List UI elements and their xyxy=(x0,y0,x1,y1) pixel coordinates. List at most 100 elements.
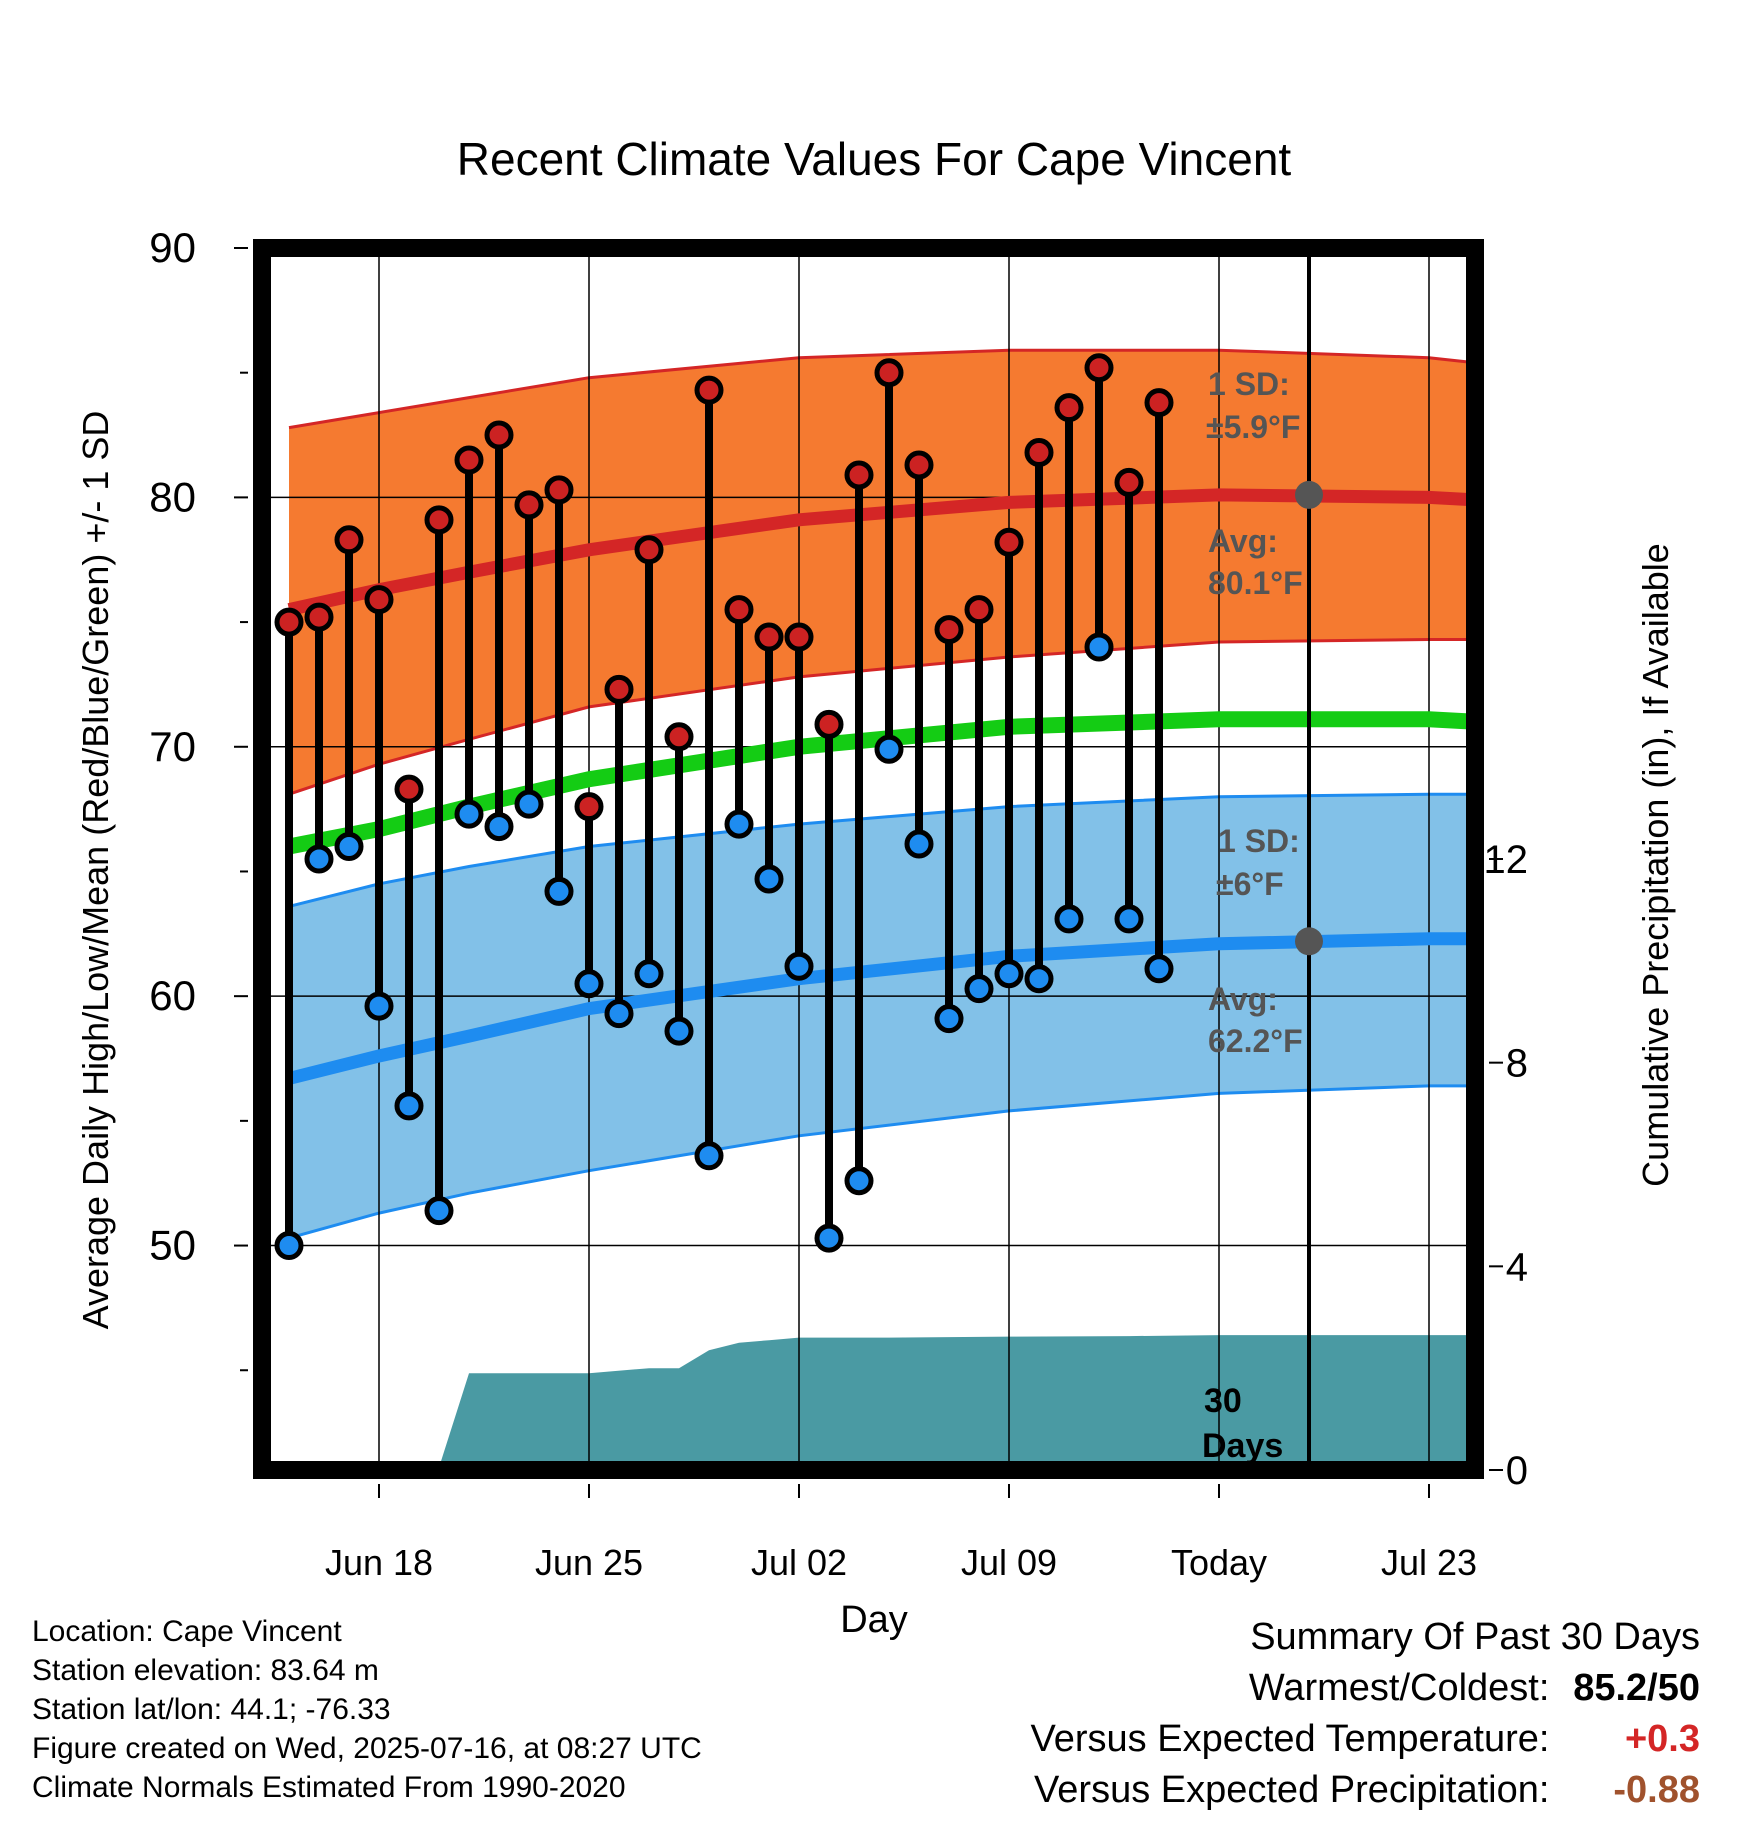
info-created: Figure created on Wed, 2025-07-16, at 08… xyxy=(32,1732,702,1765)
daily-low-point xyxy=(964,974,994,1004)
y-tick-label: 50 xyxy=(149,1222,196,1269)
annotations: 1 SD: ±5.9°F Avg: 80.1°F 1 SD: ±6°F Avg: 62.2°F… xyxy=(1202,366,1323,1465)
daily-high-point xyxy=(964,595,994,625)
info-normals: Climate Normals Estimated From 1990-2020 xyxy=(32,1771,626,1804)
daily-high-point xyxy=(664,722,694,752)
high-sd-value: ±5.9°F xyxy=(1206,409,1300,445)
x-tick-label: Today xyxy=(1171,1542,1267,1583)
daily-low-point xyxy=(634,959,664,989)
daily-low-point xyxy=(1084,632,1114,662)
daily-low-point xyxy=(874,734,904,764)
x-tick-label: Jun 25 xyxy=(535,1542,643,1583)
daily-high-point xyxy=(484,420,514,450)
daily-low-point xyxy=(724,809,754,839)
y2-tick-label: 12 xyxy=(1484,838,1529,882)
summary-panel: Summary Of Past 30 Days Warmest/Coldest:… xyxy=(1031,1612,1700,1816)
daily-range-bars xyxy=(274,353,1174,1261)
daily-high-point xyxy=(844,460,874,490)
high-sd-label: 1 SD: xyxy=(1208,366,1290,402)
daily-low-point xyxy=(754,864,784,894)
x-axis-title: Day xyxy=(840,1599,908,1641)
plot-frame xyxy=(253,239,1484,1479)
y-tick-label: 90 xyxy=(149,224,196,271)
daily-low-point xyxy=(814,1223,844,1253)
daily-low-point xyxy=(904,829,934,859)
daily-high-point xyxy=(994,527,1024,557)
daily-low-point xyxy=(994,959,1024,989)
y-tick-label: 80 xyxy=(149,473,196,520)
chart-title: Recent Climate Values For Cape Vincent xyxy=(457,133,1292,185)
summary-temp-row: Versus Expected Temperature: +0.3 xyxy=(1031,1714,1700,1765)
x-tick-label: Jul 02 xyxy=(751,1542,847,1583)
y2-tick-label: 8 xyxy=(1506,1042,1528,1086)
info-elevation: Station elevation: 83.64 m xyxy=(32,1654,379,1687)
daily-high-point xyxy=(634,535,664,565)
daily-high-point xyxy=(544,475,574,505)
y-axis-title: Average Daily High/Low/Mean (Red/Blue/Gr… xyxy=(75,411,116,1330)
daily-high-point xyxy=(394,774,424,804)
daily-low-point xyxy=(664,1016,694,1046)
daily-low-point xyxy=(454,799,484,829)
daily-high-point xyxy=(604,674,634,704)
daily-low-point xyxy=(514,789,544,819)
precip-area xyxy=(262,1335,1475,1470)
high-avg-value: 80.1°F xyxy=(1208,565,1303,601)
daily-high-point xyxy=(1054,393,1084,423)
daily-high-point xyxy=(304,602,334,632)
precip-label-days: Days xyxy=(1202,1427,1283,1465)
daily-high-point xyxy=(1084,353,1114,383)
low-sd-label: 1 SD: xyxy=(1218,823,1300,859)
y2-tick-label: 4 xyxy=(1506,1245,1528,1289)
y-tick-label: 60 xyxy=(149,972,196,1019)
precip-label-30: 30 xyxy=(1204,1382,1242,1420)
station-info: Location: Cape Vincent Station elevation… xyxy=(32,1612,702,1807)
daily-low-point xyxy=(844,1166,874,1196)
daily-low-point xyxy=(604,999,634,1029)
precip-cumulative-area xyxy=(262,1335,1475,1470)
low-sd-band xyxy=(289,794,1475,1239)
high-sd-band xyxy=(289,350,1475,795)
daily-low-point xyxy=(544,876,574,906)
daily-low-point xyxy=(694,1141,724,1171)
info-latlon: Station lat/lon: 44.1; -76.33 xyxy=(32,1693,391,1726)
low-avg-value: 62.2°F xyxy=(1208,1023,1303,1059)
daily-high-point xyxy=(1144,388,1174,418)
summary-warmest-value: 85.2/50 xyxy=(1573,1667,1700,1709)
today-low-avg-dot xyxy=(1295,927,1323,956)
daily-high-point xyxy=(424,505,454,535)
today-high-avg-dot xyxy=(1295,480,1323,509)
daily-low-point xyxy=(1114,904,1144,934)
daily-high-point xyxy=(364,585,394,615)
normal-high-line xyxy=(287,488,1476,616)
daily-high-point xyxy=(574,792,604,822)
axes: 50 60 70 80 90 0 4 8 12 Jun 18 Jun 25 Jul 02 Jul 09 T… xyxy=(75,224,1676,1641)
daily-high-point xyxy=(334,525,364,555)
daily-low-point xyxy=(574,969,604,999)
x-tick-label: Jun 18 xyxy=(325,1542,433,1583)
daily-low-point xyxy=(1144,954,1174,984)
daily-low-point xyxy=(304,844,334,874)
daily-low-point xyxy=(934,1004,964,1034)
daily-low-point xyxy=(424,1196,454,1226)
summary-precip-value: -0.88 xyxy=(1613,1769,1700,1811)
info-location: Location: Cape Vincent xyxy=(32,1615,342,1648)
summary-precip-label: Versus Expected Precipitation: xyxy=(1034,1769,1550,1811)
daily-high-point xyxy=(814,709,844,739)
daily-high-point xyxy=(1114,467,1144,497)
daily-low-point xyxy=(484,812,514,842)
summary-heading: Summary Of Past 30 Days xyxy=(1250,1616,1700,1658)
summary-temp-value: +0.3 xyxy=(1624,1718,1700,1760)
summary-precip-row: Versus Expected Precipitation: -0.88 xyxy=(1031,1765,1700,1816)
summary-warmest-row: Warmest/Coldest: 85.2/50 xyxy=(1031,1663,1700,1714)
daily-high-point xyxy=(514,490,544,520)
daily-high-point xyxy=(274,607,304,637)
daily-high-point xyxy=(934,615,964,645)
daily-low-point xyxy=(274,1231,304,1261)
y-tick-label: 70 xyxy=(149,723,196,770)
low-avg-label: Avg: xyxy=(1208,981,1278,1017)
daily-high-point xyxy=(454,445,484,475)
daily-high-point xyxy=(904,450,934,480)
high-avg-label: Avg: xyxy=(1208,523,1278,559)
y2-axis-title: Cumulative Precipitation (in), If Availa… xyxy=(1635,543,1676,1187)
